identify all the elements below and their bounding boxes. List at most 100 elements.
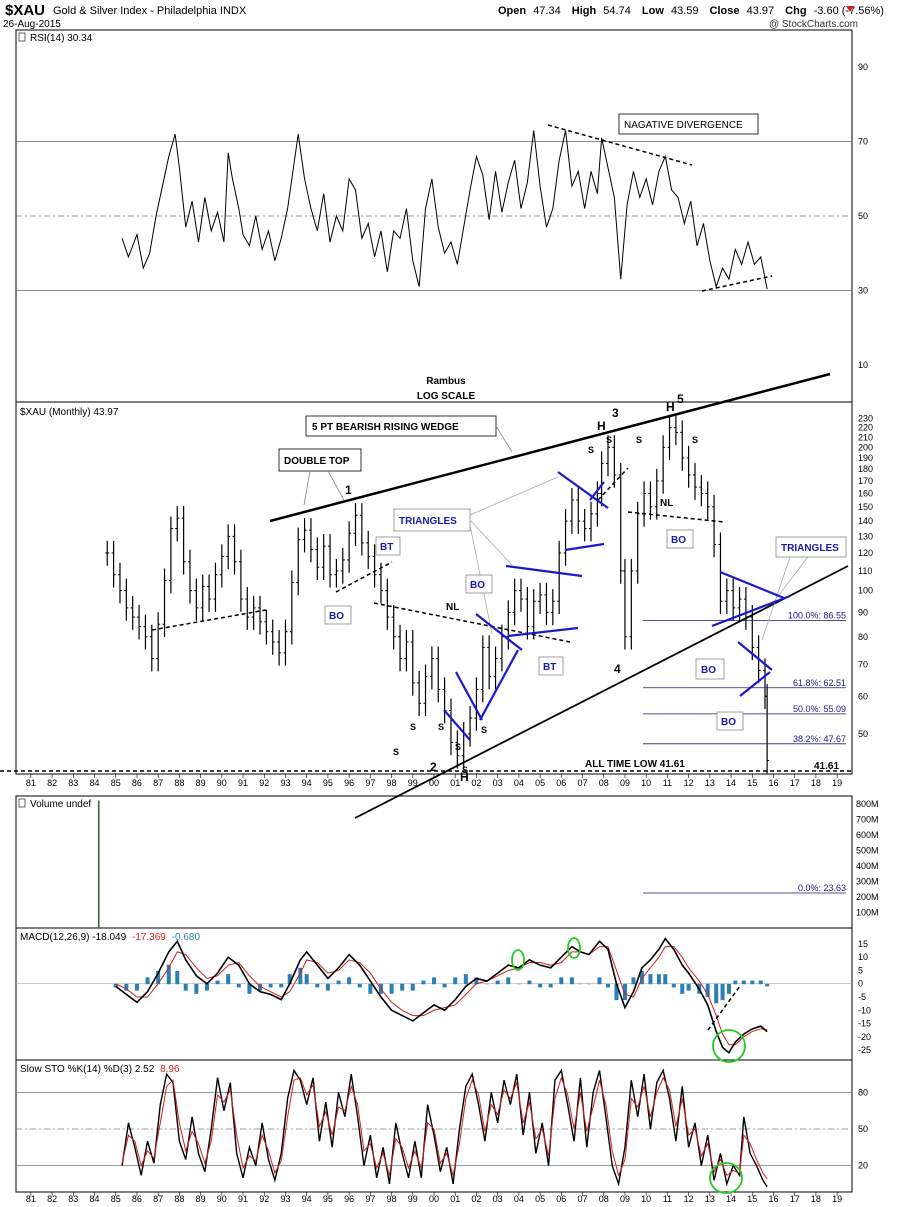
price-bar <box>200 574 205 621</box>
double-top-callout: DOUBLE TOP <box>278 448 362 506</box>
macd-highlights <box>511 937 746 1063</box>
price-bar <box>442 677 447 724</box>
svg-text:BO: BO <box>671 535 686 546</box>
x-tick-label: 05 <box>535 1194 545 1204</box>
x-axis-layer: 81 82 83 84 85 86 87 88 89 90 91 92 93 94 95 96 97 98 99 00… <box>26 774 842 1204</box>
macd-histogram-bar <box>631 977 636 985</box>
x-tick-label: 88 <box>174 778 184 788</box>
price-bar <box>156 612 161 672</box>
x-tick-label: 82 <box>47 778 57 788</box>
close-value: 43.97 <box>747 5 775 17</box>
chart-security-name: Gold & Silver Index - Philadelphia INDX <box>53 5 247 17</box>
macd-histogram-bar <box>516 983 521 985</box>
macd-histogram-bar <box>194 983 199 994</box>
price-bar <box>251 595 256 630</box>
stochastic-d-legend: 8.96 <box>160 1064 180 1075</box>
wedge-lower-line <box>354 565 849 819</box>
macd-histogram-bar <box>134 983 139 991</box>
svg-text:BT: BT <box>543 662 556 673</box>
price-bar <box>538 582 543 615</box>
x-tick-label: 08 <box>599 778 609 788</box>
stochastic-k-line <box>121 1068 768 1188</box>
wave-dashed-line <box>597 467 629 501</box>
x-tick-label: 98 <box>387 1194 397 1204</box>
x-tick-label: 95 <box>323 1194 333 1204</box>
x-tick-label: 13 <box>705 778 715 788</box>
x-tick-label: 89 <box>196 1194 206 1204</box>
wave-2-mark: 2 <box>430 760 437 774</box>
stochastic-layer: 20 50 80 <box>16 1068 868 1188</box>
macd-line <box>115 937 768 1054</box>
x-tick-label: 93 <box>280 778 290 788</box>
price-tick-label: 100 <box>858 586 873 596</box>
price-bar <box>404 629 409 672</box>
svg-text:BO: BO <box>470 580 485 591</box>
x-tick-label: 82 <box>47 1194 57 1204</box>
price-bar <box>264 609 269 645</box>
macd-histogram-bar <box>714 983 719 1004</box>
x-tick-label: 15 <box>747 778 757 788</box>
macd-layer: -25 -20 -15 -10 -5 0 5 10 15 <box>16 937 871 1055</box>
price-bar <box>599 451 604 507</box>
shoulder-mark-9: S <box>692 435 698 445</box>
price-tick-label: 230 <box>858 413 873 423</box>
stochastic-legend-text: Slow STO %K(14) %D(3) 2.52 <box>20 1064 155 1075</box>
price-bar <box>629 558 634 650</box>
macd-tick-label: -15 <box>858 1019 871 1029</box>
macd-histogram-bar <box>463 974 468 985</box>
price-bar <box>194 578 199 621</box>
head-mark-1: H <box>460 770 469 784</box>
price-legend: $XAU (Monthly) 43.97 <box>20 407 119 418</box>
macd-histogram-bar <box>113 983 118 988</box>
x-tick-label: 87 <box>153 778 163 788</box>
macd-histogram-bar <box>247 983 252 994</box>
rsi-legend: RSI(14) 30.34 <box>18 32 93 44</box>
macd-histogram-bar <box>287 974 292 985</box>
neckline-2 <box>627 511 725 523</box>
price-bar <box>302 518 307 553</box>
chg-value: -3.60 (-7.56%) <box>814 5 884 17</box>
volume-legend: Volume undef <box>18 798 91 810</box>
macd-hist-legend: -0.680 <box>172 932 201 943</box>
price-tick-label: 120 <box>858 548 873 558</box>
volume-tick-label: 400M <box>856 861 879 871</box>
shoulder-mark-10: S <box>462 765 468 775</box>
neckline-label-2: NL <box>660 498 673 509</box>
macd-histogram-bar <box>639 971 644 985</box>
macd-histogram-bar <box>733 980 738 985</box>
x-tick-label: 19 <box>832 778 842 788</box>
macd-histogram-bar <box>357 983 362 988</box>
macd-histogram-bar <box>410 983 415 991</box>
x-tick-label: 94 <box>302 1194 312 1204</box>
x-tick-label: 86 <box>132 1194 142 1204</box>
x-tick-label: 16 <box>768 778 778 788</box>
low-value: 43.59 <box>671 5 699 17</box>
macd-tick-label: 15 <box>858 939 868 949</box>
rsi-tick-label: 50 <box>858 211 868 221</box>
macd-histogram-bar <box>421 980 426 985</box>
close-label: Close <box>710 5 740 17</box>
price-tick-label: 220 <box>858 423 873 433</box>
macd-histogram-bar <box>495 980 500 985</box>
macd-histogram-bar <box>586 983 591 985</box>
price-bar <box>187 549 192 604</box>
change-down-icon <box>846 6 854 12</box>
x-tick-label: 05 <box>535 778 545 788</box>
x-tick-label: 92 <box>259 778 269 788</box>
macd-histogram-bar <box>145 977 150 985</box>
price-bar <box>436 646 441 703</box>
volume-tick-label: 800M <box>856 799 879 809</box>
x-tick-label: 04 <box>514 778 524 788</box>
all-time-low-value: 41.61 <box>814 761 839 772</box>
macd-histogram-bar <box>166 964 171 985</box>
x-tick-label: 09 <box>620 1194 630 1204</box>
x-tick-label: 94 <box>302 778 312 788</box>
fib-level-label: 38.2%: 47.67 <box>793 734 846 744</box>
x-tick-label: 15 <box>747 1194 757 1204</box>
macd-histogram-bar <box>741 980 746 985</box>
stochastic-d-line <box>121 1076 768 1180</box>
macd-histogram-bar <box>474 977 479 985</box>
price-layer: 5060708090100110120130140150160170180190… <box>105 413 873 894</box>
x-tick-label: 16 <box>768 1194 778 1204</box>
price-bar <box>283 619 288 666</box>
